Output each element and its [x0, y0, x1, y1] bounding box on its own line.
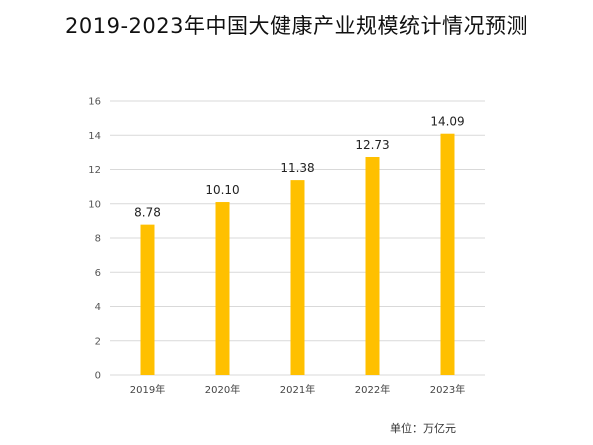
x-axis-categories: 2019年 2020年 2021年 2022年 2023年	[130, 383, 465, 396]
unit-label: 单位：万亿元	[390, 422, 456, 435]
x-category-label: 2022年	[355, 383, 390, 396]
y-tick-label: 2	[95, 336, 101, 347]
bar	[365, 156, 380, 375]
y-axis-ticks: 0 2 4 6 8 10 12 14 16	[88, 97, 101, 382]
bar	[440, 133, 455, 375]
x-category-label: 2020年	[205, 383, 240, 396]
data-labels: 8.78 10.10 11.38 12.73 14.09	[134, 115, 465, 220]
data-label: 12.73	[355, 138, 389, 152]
x-category-label: 2021年	[280, 383, 315, 396]
y-tick-label: 10	[88, 199, 101, 210]
bar	[215, 202, 230, 375]
y-tick-label: 6	[95, 268, 101, 279]
data-label: 11.38	[280, 161, 314, 175]
x-category-label: 2019年	[130, 383, 165, 396]
y-tick-label: 4	[95, 302, 101, 313]
data-label: 10.10	[205, 183, 239, 197]
y-tick-label: 12	[88, 165, 101, 176]
y-tick-label: 8	[95, 234, 101, 245]
data-label: 8.78	[134, 206, 161, 220]
y-tick-label: 14	[88, 131, 101, 142]
data-label: 14.09	[430, 115, 464, 129]
y-tick-label: 16	[88, 97, 101, 108]
bar	[140, 224, 155, 375]
x-category-label: 2023年	[430, 383, 465, 396]
bars	[140, 133, 455, 375]
chart-title: 2019-2023年中国大健康产业规模统计情况预测	[65, 14, 528, 38]
y-tick-label: 0	[95, 371, 101, 382]
bar	[290, 180, 305, 375]
